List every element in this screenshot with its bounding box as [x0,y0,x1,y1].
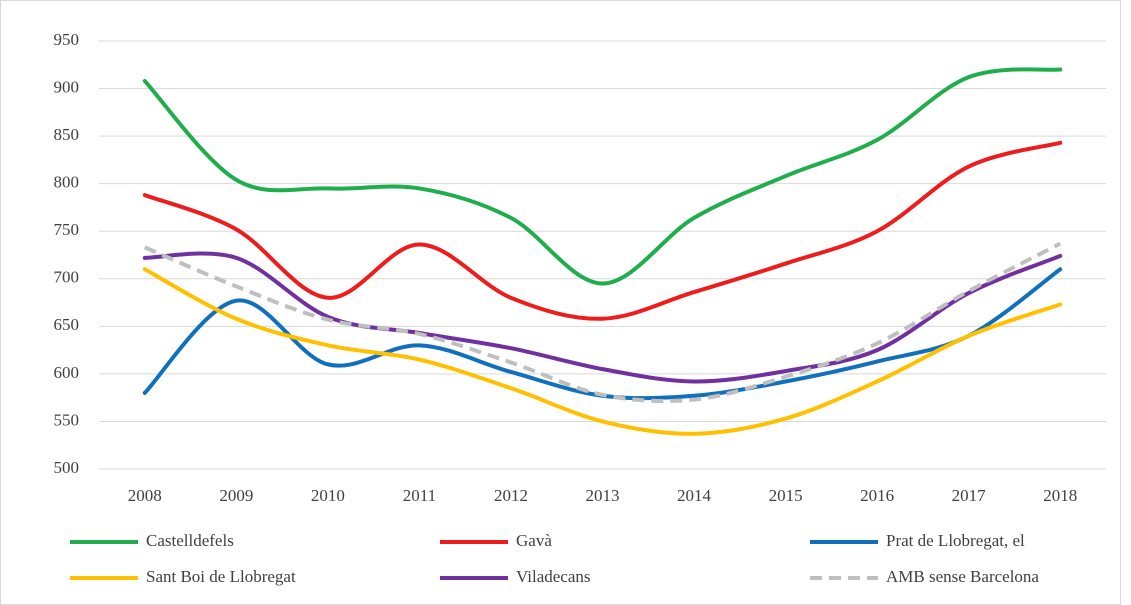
legend-label: AMB sense Barcelona [886,567,1039,586]
x-tick-label: 2009 [219,486,253,505]
x-tick-label: 2008 [128,486,162,505]
x-tick-label: 2016 [860,486,894,505]
legend-label: Castelldefels [146,531,234,550]
x-tick-label: 2013 [586,486,620,505]
line [142,267,1063,436]
y-tick-label: 550 [54,410,80,429]
legend-label: Prat de Llobregat, el [886,531,1025,550]
legend-label: Sant Boi de Llobregat [146,567,296,586]
y-tick-label: 750 [54,220,80,239]
y-tick-label: 850 [54,125,80,144]
x-tick-label: 2010 [311,486,345,505]
x-tick-label: 2014 [677,486,712,505]
legend-label: Viladecans [516,567,591,586]
y-tick-label: 650 [54,315,80,334]
y-tick-label: 950 [54,30,80,49]
y-tick-label: 800 [54,173,80,192]
x-tick-label: 2017 [952,486,987,505]
x-tick-label: 2018 [1043,486,1077,505]
line [142,140,1063,321]
x-tick-label: 2012 [494,486,528,505]
line [143,241,1062,404]
y-tick-label: 500 [54,458,80,477]
y-tick-label: 600 [54,363,80,382]
y-tick-label: 700 [54,268,80,287]
x-tick-label: 2015 [769,486,803,505]
x-tick-label: 2011 [403,486,436,505]
line [142,267,1063,401]
y-tick-label: 900 [54,77,80,96]
legend-label: Gavà [516,531,552,550]
line [142,251,1063,384]
line [142,67,1063,286]
